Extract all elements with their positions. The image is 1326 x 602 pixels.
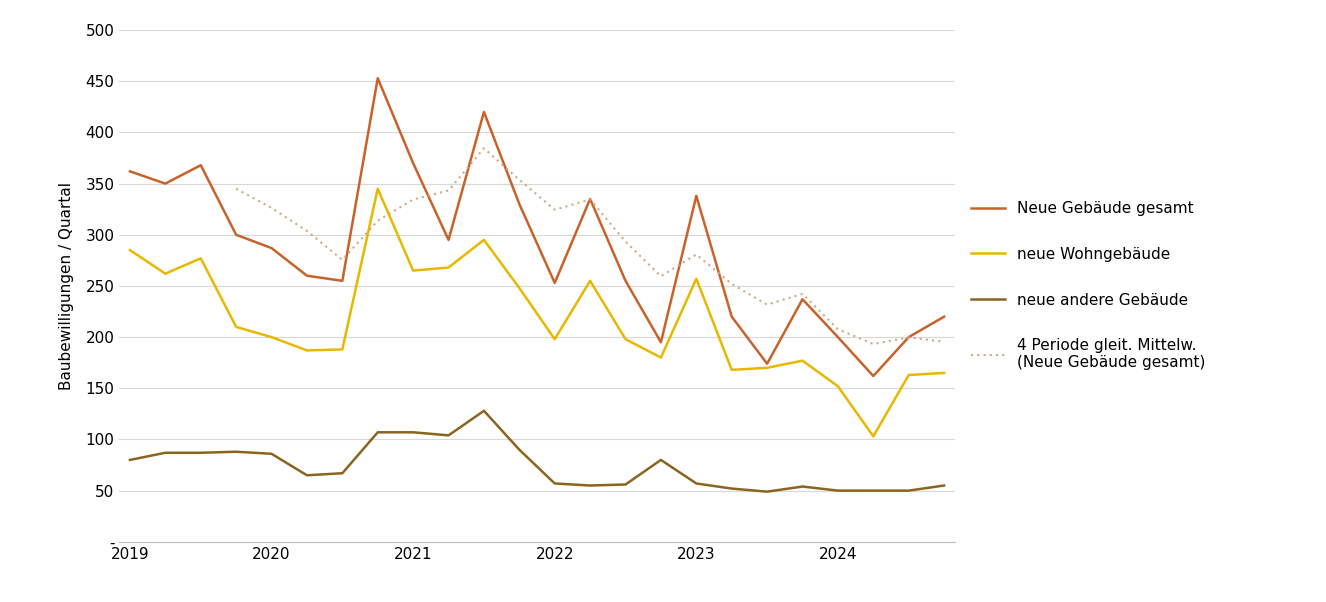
neue andere Gebäude <box>440 432 456 439</box>
4 Periode gleit. Mittelw.
(Neue Gebäude gesamt) <box>298 228 314 235</box>
Neue Gebäude gesamt <box>228 231 244 238</box>
neue andere Gebäude <box>652 456 668 464</box>
4 Periode gleit. Mittelw.
(Neue Gebäude gesamt) <box>582 196 598 203</box>
neue andere Gebäude <box>334 470 350 477</box>
neue Wohngebäude <box>794 357 810 364</box>
4 Periode gleit. Mittelw.
(Neue Gebäude gesamt) <box>936 338 952 346</box>
4 Periode gleit. Mittelw.
(Neue Gebäude gesamt) <box>618 238 634 245</box>
neue andere Gebäude <box>618 481 634 488</box>
neue andere Gebäude <box>794 483 810 490</box>
4 Periode gleit. Mittelw.
(Neue Gebäude gesamt) <box>228 185 244 192</box>
Neue Gebäude gesamt <box>866 373 882 380</box>
Neue Gebäude gesamt <box>406 160 422 167</box>
Neue Gebäude gesamt <box>512 200 528 208</box>
neue Wohngebäude <box>830 383 846 390</box>
Legend: Neue Gebäude gesamt, neue Wohngebäude, neue andere Gebäude, 4 Periode gleit. Mit: Neue Gebäude gesamt, neue Wohngebäude, n… <box>972 202 1205 370</box>
Line: neue Wohngebäude: neue Wohngebäude <box>130 188 944 436</box>
Neue Gebäude gesamt <box>582 195 598 202</box>
neue Wohngebäude <box>724 366 740 373</box>
neue Wohngebäude <box>652 354 668 361</box>
Neue Gebäude gesamt <box>760 360 776 367</box>
neue Wohngebäude <box>334 346 350 353</box>
neue andere Gebäude <box>298 472 314 479</box>
Neue Gebäude gesamt <box>618 277 634 284</box>
Neue Gebäude gesamt <box>264 244 280 252</box>
neue andere Gebäude <box>546 480 562 487</box>
4 Periode gleit. Mittelw.
(Neue Gebäude gesamt) <box>652 273 668 280</box>
neue Wohngebäude <box>158 270 174 278</box>
4 Periode gleit. Mittelw.
(Neue Gebäude gesamt) <box>476 144 492 152</box>
neue andere Gebäude <box>264 450 280 458</box>
neue Wohngebäude <box>760 364 776 371</box>
neue Wohngebäude <box>228 323 244 330</box>
Y-axis label: Baubewilligungen / Quartal: Baubewilligungen / Quartal <box>60 182 74 390</box>
neue andere Gebäude <box>830 487 846 494</box>
Neue Gebäude gesamt <box>900 334 916 341</box>
Neue Gebäude gesamt <box>298 272 314 279</box>
neue Wohngebäude <box>122 247 138 254</box>
Neue Gebäude gesamt <box>688 192 704 199</box>
4 Periode gleit. Mittelw.
(Neue Gebäude gesamt) <box>830 326 846 333</box>
neue Wohngebäude <box>370 185 386 192</box>
Neue Gebäude gesamt <box>652 338 668 346</box>
neue andere Gebäude <box>900 487 916 494</box>
Neue Gebäude gesamt <box>122 168 138 175</box>
neue andere Gebäude <box>228 448 244 455</box>
4 Periode gleit. Mittelw.
(Neue Gebäude gesamt) <box>688 251 704 258</box>
neue Wohngebäude <box>582 277 598 284</box>
Neue Gebäude gesamt <box>936 313 952 320</box>
Neue Gebäude gesamt <box>334 277 350 284</box>
Neue Gebäude gesamt <box>724 313 740 320</box>
Line: 4 Periode gleit. Mittelw.
(Neue Gebäude gesamt): 4 Periode gleit. Mittelw. (Neue Gebäude … <box>236 148 944 344</box>
4 Periode gleit. Mittelw.
(Neue Gebäude gesamt) <box>334 256 350 264</box>
neue andere Gebäude <box>192 449 208 456</box>
Line: neue andere Gebäude: neue andere Gebäude <box>130 411 944 492</box>
neue Wohngebäude <box>192 255 208 262</box>
neue andere Gebäude <box>370 429 386 436</box>
4 Periode gleit. Mittelw.
(Neue Gebäude gesamt) <box>866 340 882 347</box>
4 Periode gleit. Mittelw.
(Neue Gebäude gesamt) <box>512 176 528 184</box>
neue Wohngebäude <box>688 275 704 282</box>
4 Periode gleit. Mittelw.
(Neue Gebäude gesamt) <box>900 334 916 341</box>
neue andere Gebäude <box>760 488 776 495</box>
neue andere Gebäude <box>866 487 882 494</box>
Neue Gebäude gesamt <box>192 161 208 169</box>
Neue Gebäude gesamt <box>370 75 386 82</box>
4 Periode gleit. Mittelw.
(Neue Gebäude gesamt) <box>794 290 810 297</box>
4 Periode gleit. Mittelw.
(Neue Gebäude gesamt) <box>724 281 740 288</box>
neue andere Gebäude <box>122 456 138 464</box>
4 Periode gleit. Mittelw.
(Neue Gebäude gesamt) <box>760 301 776 308</box>
4 Periode gleit. Mittelw.
(Neue Gebäude gesamt) <box>264 204 280 211</box>
neue Wohngebäude <box>512 284 528 291</box>
neue Wohngebäude <box>936 369 952 377</box>
Neue Gebäude gesamt <box>440 236 456 243</box>
4 Periode gleit. Mittelw.
(Neue Gebäude gesamt) <box>546 206 562 213</box>
neue Wohngebäude <box>440 264 456 271</box>
neue andere Gebäude <box>406 429 422 436</box>
neue Wohngebäude <box>406 267 422 275</box>
Line: Neue Gebäude gesamt: Neue Gebäude gesamt <box>130 78 944 376</box>
Neue Gebäude gesamt <box>158 180 174 187</box>
neue Wohngebäude <box>264 334 280 341</box>
neue andere Gebäude <box>476 407 492 414</box>
neue andere Gebäude <box>512 446 528 453</box>
neue Wohngebäude <box>866 433 882 440</box>
Neue Gebäude gesamt <box>546 279 562 287</box>
neue Wohngebäude <box>618 335 634 343</box>
neue Wohngebäude <box>476 236 492 243</box>
neue andere Gebäude <box>688 480 704 487</box>
Neue Gebäude gesamt <box>476 108 492 116</box>
neue andere Gebäude <box>724 485 740 492</box>
4 Periode gleit. Mittelw.
(Neue Gebäude gesamt) <box>370 217 386 225</box>
4 Periode gleit. Mittelw.
(Neue Gebäude gesamt) <box>406 196 422 203</box>
4 Periode gleit. Mittelw.
(Neue Gebäude gesamt) <box>440 187 456 194</box>
neue Wohngebäude <box>546 335 562 343</box>
neue Wohngebäude <box>298 347 314 354</box>
neue andere Gebäude <box>936 482 952 489</box>
neue Wohngebäude <box>900 371 916 379</box>
Neue Gebäude gesamt <box>794 296 810 303</box>
neue andere Gebäude <box>582 482 598 489</box>
Neue Gebäude gesamt <box>830 334 846 341</box>
neue andere Gebäude <box>158 449 174 456</box>
